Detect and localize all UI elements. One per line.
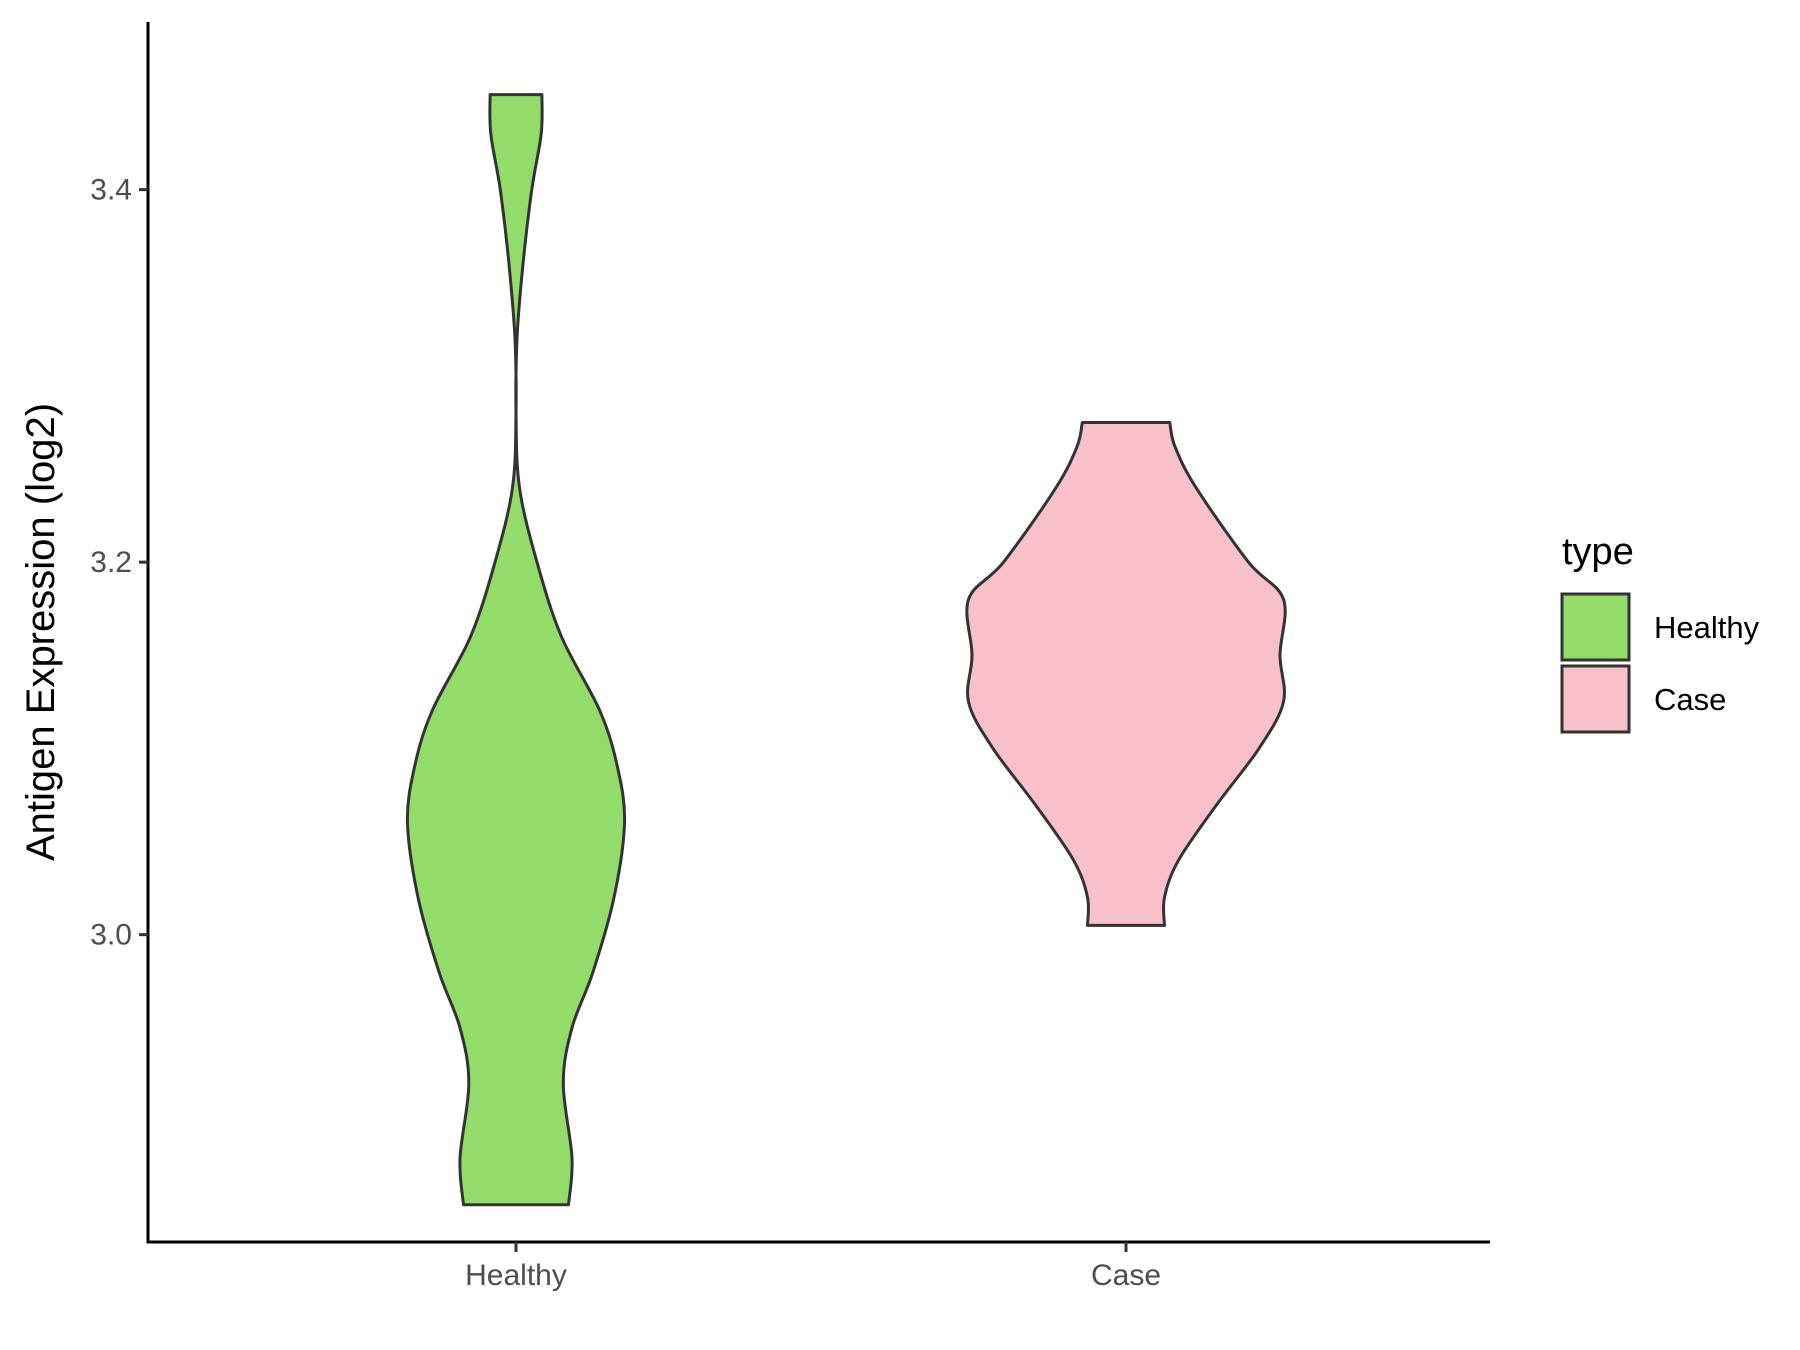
y-tick-label: 3.2: [90, 546, 132, 579]
x-tick-label: Case: [1091, 1259, 1161, 1292]
legend: type Healthy Case: [1560, 531, 1760, 734]
x-tick-label: Healthy: [465, 1259, 567, 1292]
y-tick-label: 3.0: [90, 919, 132, 952]
axes: [146, 22, 1490, 1244]
y-axis-title: Antigen Expression (log2): [19, 403, 63, 861]
legend-label-case: Case: [1654, 682, 1726, 717]
y-ticks: 3.0 3.2 3.4: [90, 174, 148, 952]
legend-title: type: [1562, 531, 1634, 573]
legend-key-case: [1560, 664, 1631, 734]
legend-key-healthy: [1560, 592, 1631, 662]
y-tick-label: 3.4: [90, 174, 132, 207]
legend-label-healthy: Healthy: [1654, 610, 1760, 645]
violin-healthy: [405, 93, 627, 1207]
x-ticks: Healthy Case: [465, 1242, 1161, 1292]
violin-case: [965, 421, 1287, 927]
violins-layer: [405, 93, 1287, 1207]
